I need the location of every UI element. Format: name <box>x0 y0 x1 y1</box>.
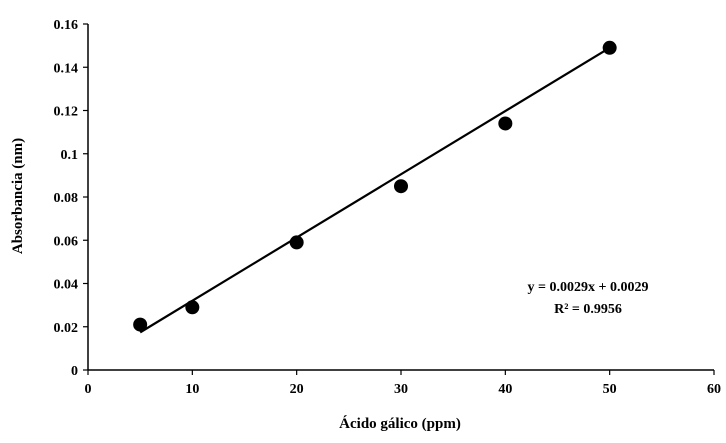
data-point <box>133 317 148 332</box>
data-point <box>498 116 513 131</box>
axes <box>87 24 714 371</box>
x-tick-label: 10 <box>185 382 199 397</box>
x-tick-label: 60 <box>707 382 721 397</box>
y-tick-label: 0.02 <box>54 321 79 336</box>
x-axis-title: Ácido gálico (ppm) <box>339 415 461 432</box>
y-tick-label: 0.16 <box>54 18 79 33</box>
trendline <box>139 46 611 334</box>
data-points <box>133 40 617 332</box>
x-ticks: 0 10 20 30 40 50 60 <box>85 370 721 397</box>
x-tick-label: 0 <box>85 382 92 397</box>
data-point <box>289 235 304 250</box>
y-tick-label: 0.14 <box>54 61 79 76</box>
y-tick-label: 0.04 <box>54 278 79 293</box>
y-axis-title: Absorbancia (nm) <box>10 138 26 254</box>
y-tick-label: 0 <box>71 364 78 379</box>
data-point <box>185 300 200 315</box>
y-tick-label: 0.08 <box>54 191 79 206</box>
y-ticks: 0 0.02 0.04 0.06 0.08 0.1 0.12 0.14 0.16 <box>54 18 88 379</box>
y-tick-label: 0.1 <box>61 148 79 163</box>
equation-label: y = 0.0029x + 0.0029 <box>528 280 649 295</box>
data-point <box>394 179 408 194</box>
x-tick-label: 40 <box>498 382 512 397</box>
y-tick-label: 0.12 <box>54 105 79 120</box>
x-tick-label: 50 <box>603 382 617 397</box>
trendline-group <box>139 46 611 334</box>
x-tick-label: 30 <box>394 382 408 397</box>
y-tick-label: 0.06 <box>54 234 79 249</box>
x-tick-label: 20 <box>290 382 304 397</box>
r-squared-label: R² = 0.9956 <box>554 302 622 317</box>
data-point <box>602 40 617 55</box>
